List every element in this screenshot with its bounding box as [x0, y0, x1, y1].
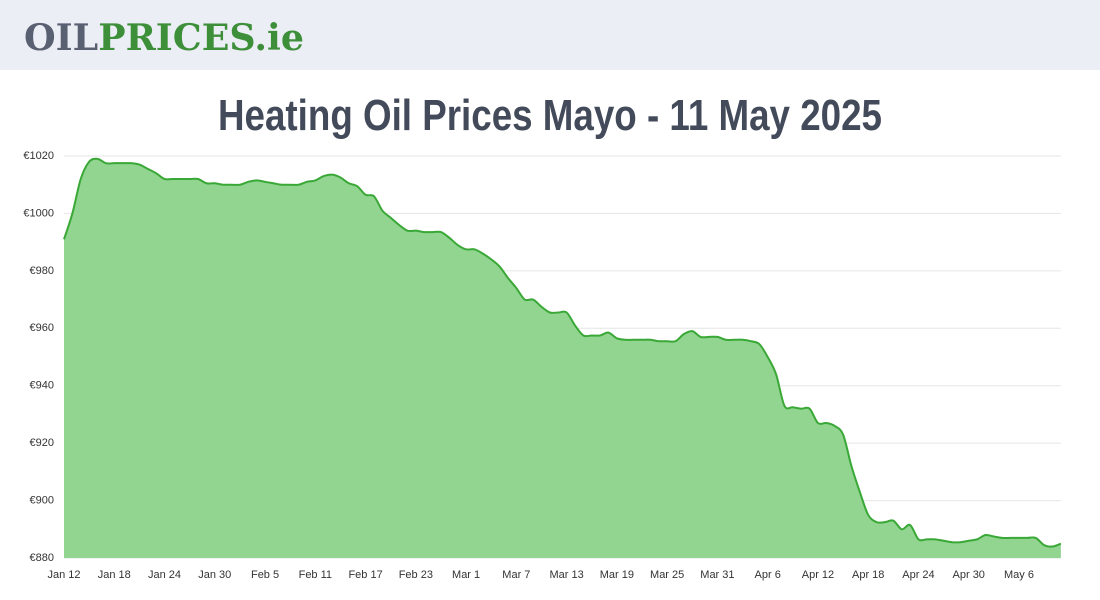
x-tick-label: Mar 31 — [700, 569, 734, 581]
y-tick-label: €900 — [30, 494, 54, 506]
y-tick-label: €1020 — [23, 150, 54, 162]
y-tick-label: €980 — [30, 265, 54, 277]
logo-part: OIL — [24, 17, 98, 59]
logo-part: .ie — [254, 17, 304, 59]
header-bar — [0, 0, 1100, 70]
y-tick-label: €940 — [30, 380, 54, 392]
y-tick-label: €960 — [30, 322, 54, 334]
x-tick-label: May 6 — [1004, 569, 1034, 581]
x-tick-label: Feb 5 — [251, 569, 279, 581]
x-tick-label: Apr 18 — [852, 569, 884, 581]
area-fill — [64, 158, 1061, 558]
x-tick-label: Jan 24 — [148, 569, 181, 581]
y-tick-label: €1000 — [23, 207, 54, 219]
logo[interactable]: OILPRICES.ie — [24, 17, 304, 59]
x-tick-label: Jan 12 — [47, 569, 80, 581]
x-tick-label: Apr 30 — [953, 569, 985, 581]
logo-part: PRICES — [98, 17, 254, 59]
x-tick-label: Apr 24 — [902, 569, 934, 581]
x-tick-label: Feb 23 — [399, 569, 433, 581]
x-tick-label: Jan 18 — [98, 569, 131, 581]
x-tick-label: Mar 13 — [550, 569, 584, 581]
x-tick-label: Feb 17 — [348, 569, 382, 581]
x-tick-label: Mar 7 — [502, 569, 530, 581]
x-tick-label: Jan 30 — [198, 569, 231, 581]
x-tick-label: Apr 12 — [802, 569, 834, 581]
x-tick-label: Mar 19 — [600, 569, 634, 581]
x-tick-label: Apr 6 — [755, 569, 781, 581]
chart-title: Heating Oil Prices Mayo - 11 May 2025 — [218, 91, 882, 140]
x-tick-label: Mar 1 — [452, 569, 480, 581]
price-line — [63, 157, 1062, 548]
y-tick-label: €880 — [30, 552, 54, 564]
x-tick-label: Feb 11 — [299, 569, 332, 581]
x-tick-label: Mar 25 — [650, 569, 684, 581]
y-tick-label: €920 — [30, 437, 54, 449]
